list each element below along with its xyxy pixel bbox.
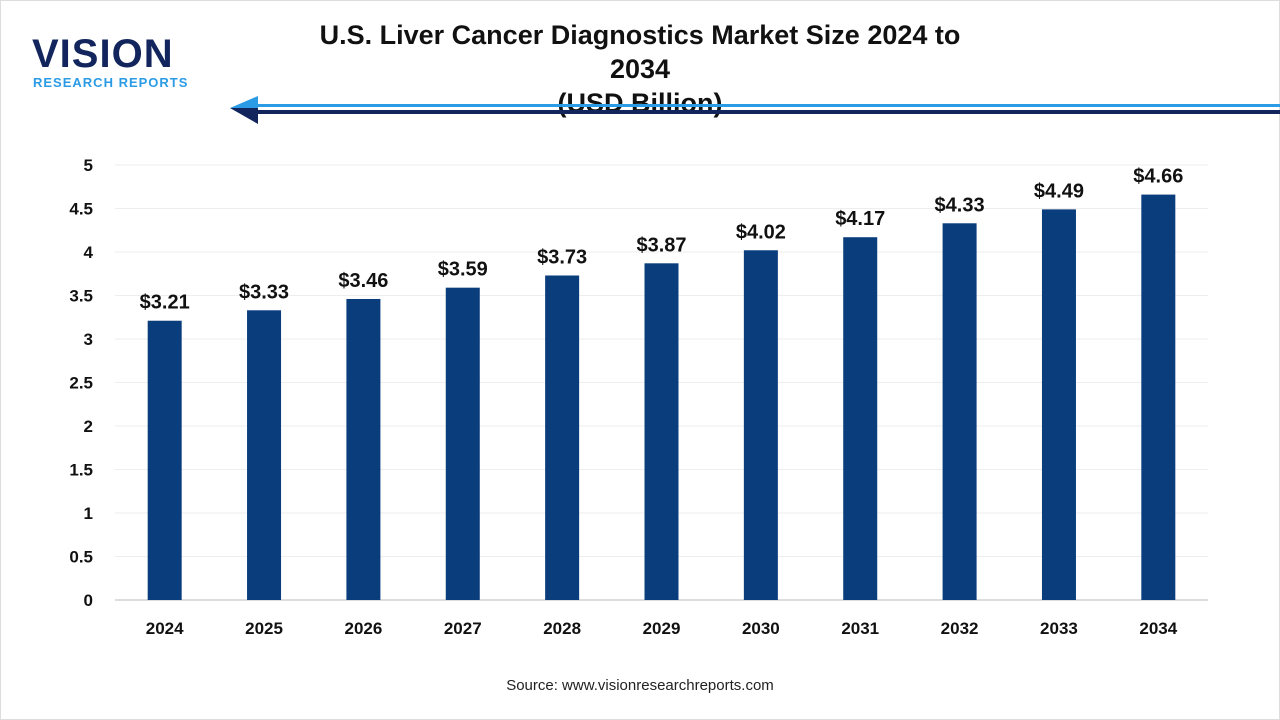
title-line-1: U.S. Liver Cancer Diagnostics Market Siz… — [319, 20, 961, 84]
y-tick-label: 2.5 — [69, 374, 93, 393]
bar — [1141, 194, 1176, 600]
x-tick-label: 2025 — [245, 619, 283, 638]
bar — [1041, 209, 1076, 600]
data-label: $3.73 — [537, 246, 587, 268]
x-tick-label: 2027 — [444, 619, 482, 638]
y-tick-label: 0 — [84, 591, 93, 610]
bar — [445, 287, 480, 600]
logo-main: VISION — [32, 32, 174, 76]
bar — [942, 223, 977, 601]
logo-sub: RESEARCH REPORTS — [33, 75, 189, 90]
data-label: $4.66 — [1133, 166, 1183, 188]
source-note: Source: www.visionresearchreports.com — [506, 677, 774, 694]
x-tick-label: 2030 — [742, 619, 780, 638]
y-tick-label: 3 — [84, 330, 93, 349]
x-tick-label: 2026 — [344, 619, 382, 638]
x-tick-label: 2033 — [1040, 619, 1078, 638]
logo: VISION RESEARCH REPORTS — [30, 32, 187, 92]
data-label: $4.49 — [1034, 180, 1084, 202]
y-tick-label: 4.5 — [69, 200, 93, 219]
bar — [147, 320, 182, 600]
arrow-decoration — [230, 96, 1280, 124]
x-tick-label: 2032 — [941, 619, 979, 638]
y-tick-label: 1.5 — [69, 461, 93, 480]
data-label: $3.59 — [438, 259, 488, 281]
data-label: $3.33 — [239, 281, 289, 303]
bar — [346, 298, 381, 600]
bar — [545, 275, 580, 600]
x-tick-label: 2034 — [1139, 619, 1177, 638]
bar — [843, 237, 878, 600]
x-tick-label: 2024 — [146, 619, 184, 638]
x-tick-label: 2031 — [841, 619, 879, 638]
bar — [743, 250, 778, 600]
data-label: $4.17 — [835, 208, 885, 230]
data-label: $3.21 — [140, 292, 190, 314]
bar — [644, 263, 679, 600]
y-tick-label: 3.5 — [69, 287, 93, 306]
data-label: $3.87 — [636, 234, 686, 256]
x-tick-label: 2029 — [643, 619, 681, 638]
y-tick-label: 5 — [84, 156, 93, 175]
data-label: $4.02 — [736, 221, 786, 243]
y-tick-label: 1 — [84, 504, 93, 523]
bar — [247, 310, 282, 600]
y-tick-label: 2 — [84, 417, 93, 436]
y-tick-label: 0.5 — [69, 548, 93, 567]
data-label: $4.33 — [935, 194, 985, 216]
x-tick-label: 2028 — [543, 619, 581, 638]
y-tick-label: 4 — [84, 243, 94, 262]
data-label: $3.46 — [338, 270, 388, 292]
